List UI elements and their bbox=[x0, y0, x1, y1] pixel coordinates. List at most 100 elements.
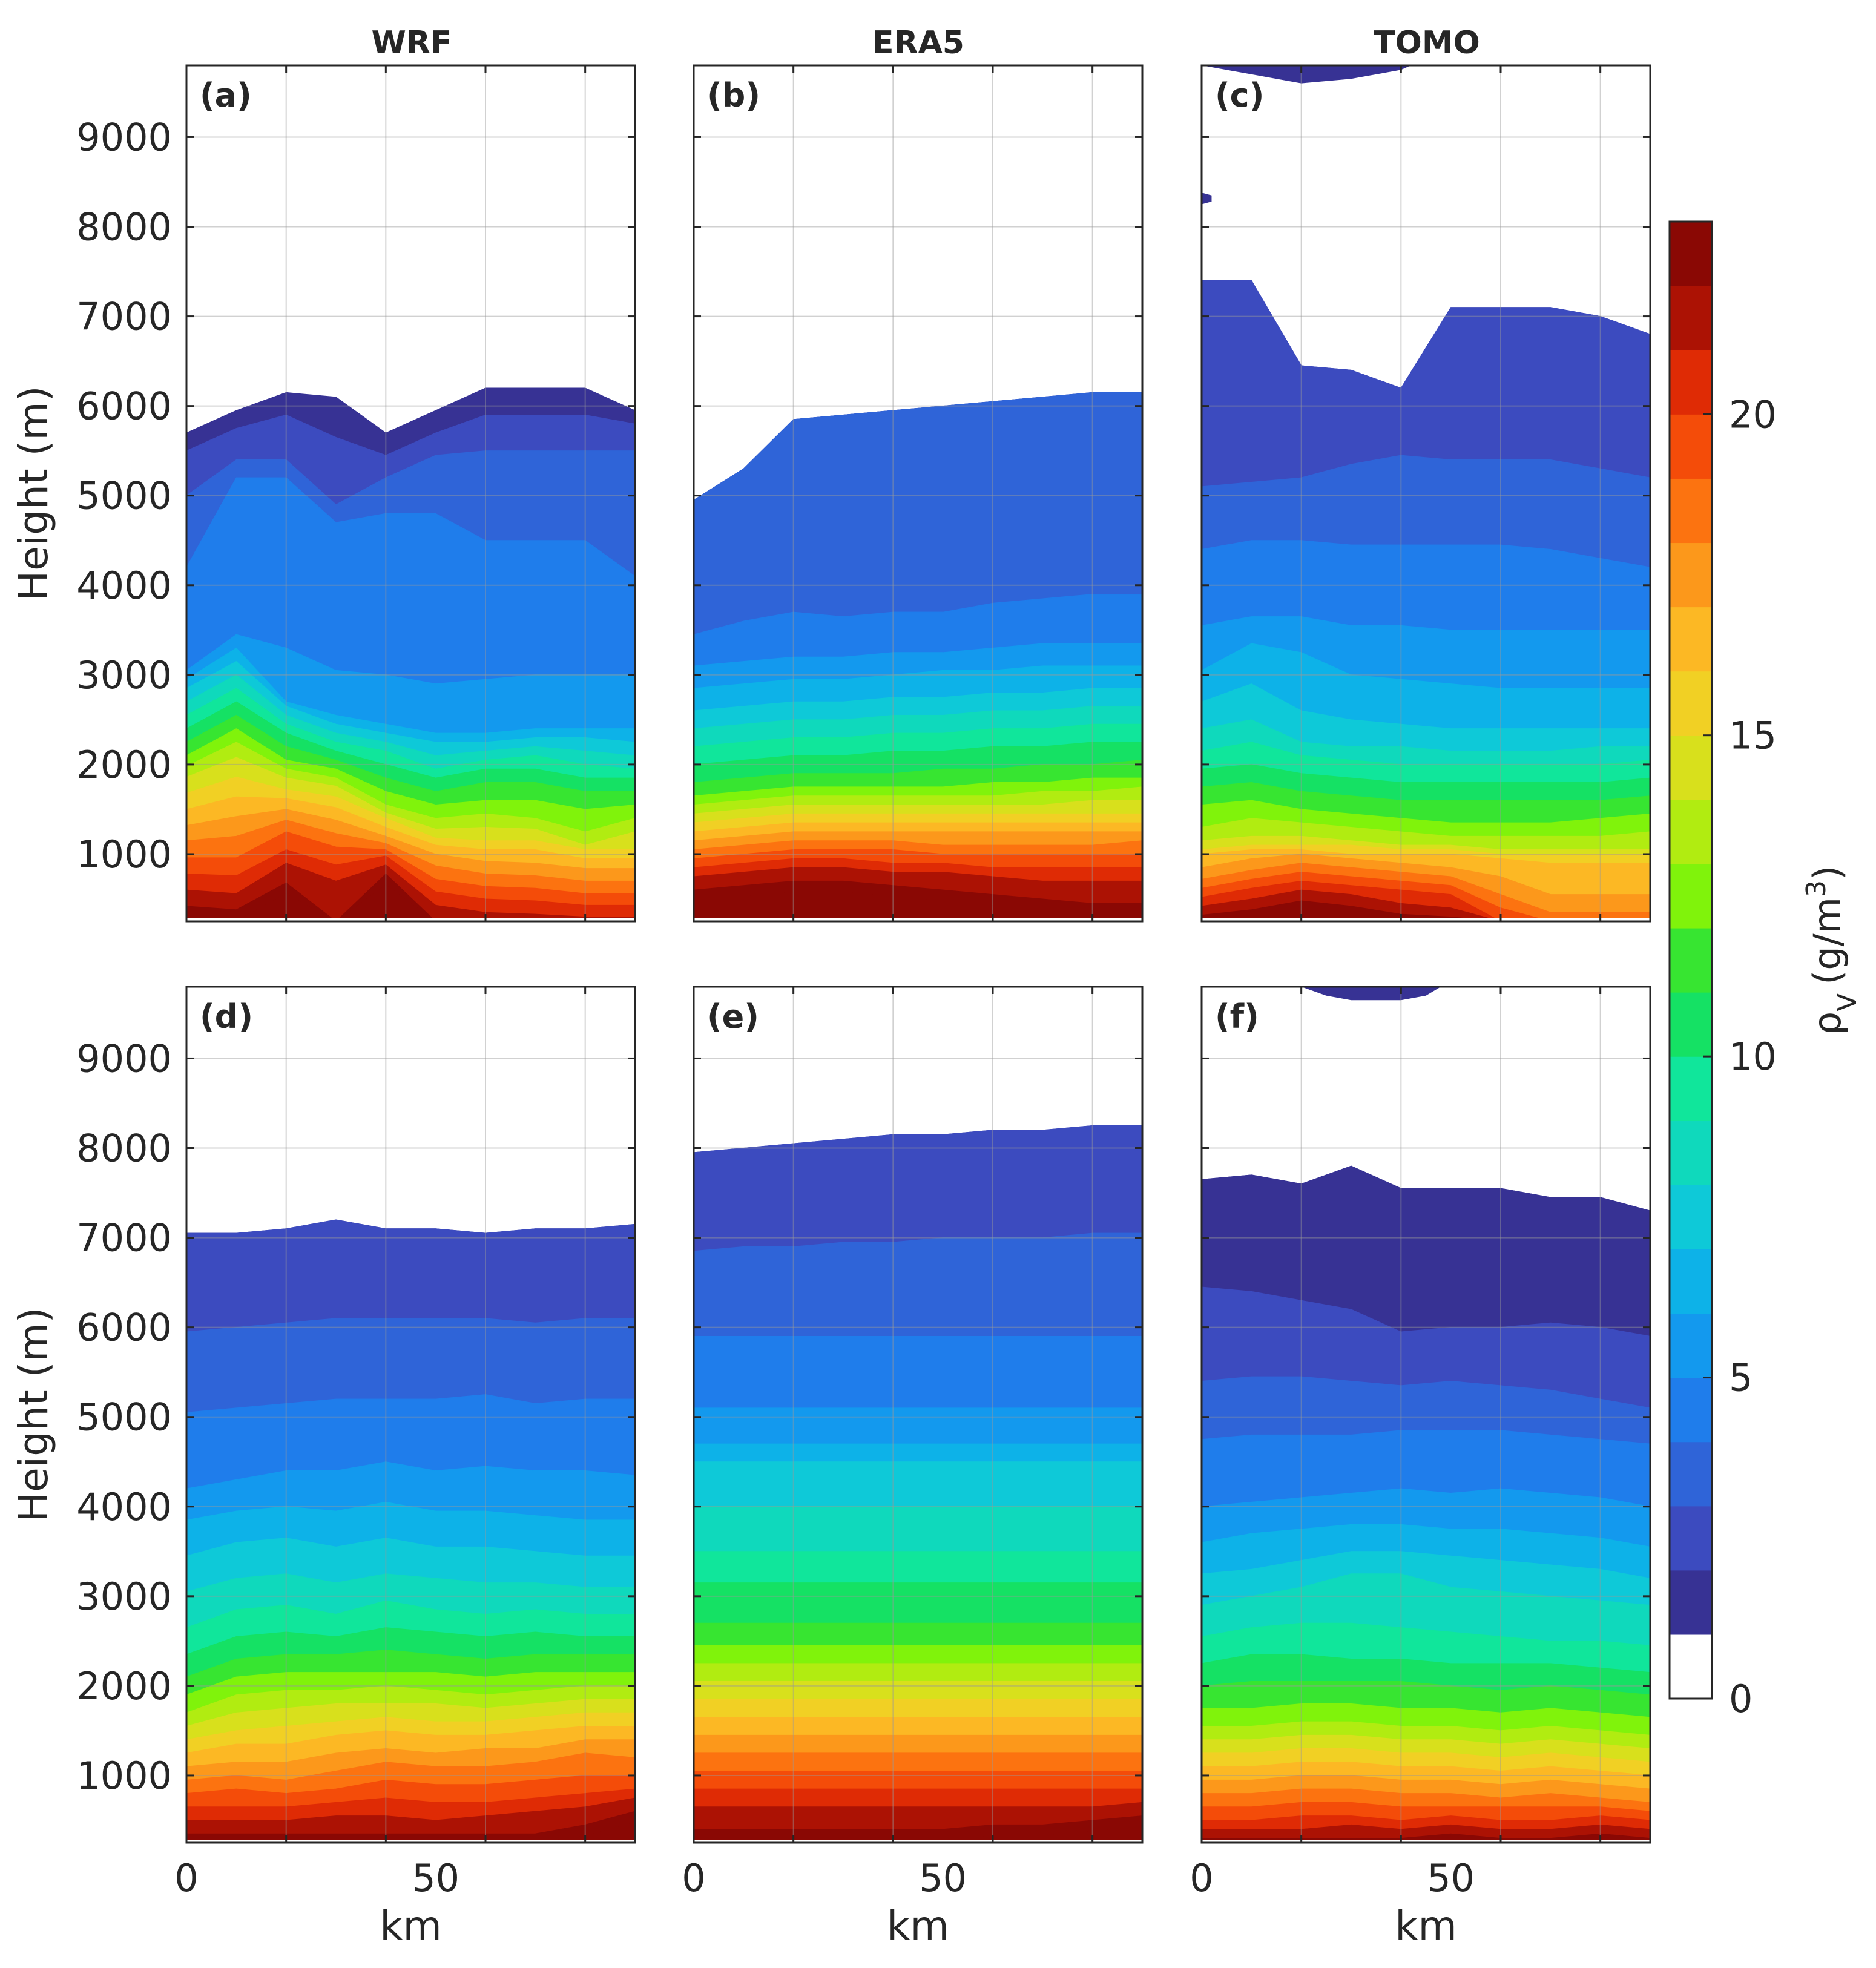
surface-strip bbox=[694, 1840, 1142, 1843]
surface-strip bbox=[186, 1840, 635, 1843]
colorbar-label-symbol: ρ bbox=[1805, 1012, 1849, 1035]
colorbar-tick-label: 15 bbox=[1729, 714, 1777, 758]
colorbar-band bbox=[1670, 735, 1712, 800]
panel-label: (c) bbox=[1215, 76, 1264, 114]
colorbar-band bbox=[1670, 350, 1712, 415]
colorbar-label-superscript: 3 bbox=[1801, 880, 1832, 897]
colorbar-tick-label: 5 bbox=[1729, 1356, 1753, 1400]
colorbar-band bbox=[1670, 222, 1712, 286]
contour-blob-0 bbox=[1202, 65, 1411, 84]
contour-fills bbox=[186, 987, 635, 1843]
x-tick-label: 50 bbox=[919, 1856, 967, 1900]
axes-box bbox=[693, 986, 1144, 1844]
y-tick-label: 7000 bbox=[76, 295, 172, 339]
axes-box bbox=[1200, 64, 1651, 923]
y-tick-label: 2000 bbox=[76, 1664, 172, 1708]
y-tick-label: 9000 bbox=[76, 1036, 172, 1081]
colorbar-band bbox=[1670, 1570, 1712, 1635]
panel-label: (a) bbox=[200, 76, 252, 114]
axes-box bbox=[185, 64, 636, 923]
surface-strip bbox=[1202, 918, 1650, 921]
y-tick-label: 8000 bbox=[76, 1127, 172, 1171]
colorbar-label-close: ) bbox=[1805, 866, 1849, 880]
grid bbox=[186, 987, 635, 1843]
y-tick-label: 4000 bbox=[76, 564, 172, 608]
contour-band-21 bbox=[186, 1797, 635, 1843]
colorbar-band bbox=[1670, 414, 1712, 479]
colorbar-band bbox=[1670, 927, 1712, 993]
colorbar-band bbox=[1670, 478, 1712, 544]
contour-band-surface bbox=[694, 1826, 1142, 1843]
y-tick-label: 6000 bbox=[76, 384, 172, 429]
colorbar-band bbox=[1670, 1634, 1712, 1699]
colorbar-band bbox=[1670, 1506, 1712, 1571]
axes-box bbox=[693, 64, 1144, 923]
x-tick-label: 0 bbox=[174, 1856, 198, 1900]
colorbar-band bbox=[1670, 1377, 1712, 1443]
colorbar-band bbox=[1670, 992, 1712, 1057]
y-axis-label: Height (m) bbox=[10, 1308, 57, 1522]
colorbar: 0 5 10 15 20 bbox=[1668, 220, 1777, 1721]
contour-fills bbox=[1202, 65, 1650, 921]
colorbar-label: ρV (g/m3) bbox=[1801, 866, 1863, 1036]
y-tick-label: 5000 bbox=[76, 474, 172, 518]
panel-a: (a) 1000 2000 3000 4000 5000 6000 7000 8000 9000 H… bbox=[10, 64, 636, 923]
contour-band-surface bbox=[694, 892, 1142, 921]
y-tick-label: 7000 bbox=[76, 1216, 172, 1260]
contour-fills bbox=[186, 65, 635, 921]
contour-fills bbox=[694, 987, 1142, 1843]
y-tick-label: 1000 bbox=[76, 1754, 172, 1798]
contour-band-surface bbox=[186, 884, 635, 921]
y-tick-label: 3000 bbox=[76, 1575, 172, 1619]
grid bbox=[693, 987, 1142, 1843]
column-title-era5: ERA5 bbox=[872, 25, 964, 61]
x-axis-label: km bbox=[380, 1903, 442, 1949]
panel-b: (b) bbox=[693, 64, 1144, 923]
grid bbox=[186, 65, 635, 921]
colorbar-band bbox=[1670, 671, 1712, 736]
panel-label: (b) bbox=[707, 76, 760, 114]
panel-c: (c) bbox=[1200, 64, 1651, 923]
x-tick-label: 0 bbox=[682, 1856, 705, 1900]
colorbar-band bbox=[1670, 799, 1712, 864]
y-tick-label: 3000 bbox=[76, 653, 172, 697]
column-titles: WRF ERA5 TOMO bbox=[372, 25, 1480, 61]
panel-label: (d) bbox=[200, 998, 253, 1036]
axes-box bbox=[1200, 986, 1651, 1844]
surface-strip bbox=[186, 918, 635, 921]
colorbar-band bbox=[1670, 1249, 1712, 1314]
colorbar-tick-label: 0 bbox=[1729, 1677, 1753, 1721]
colorbar-band bbox=[1670, 1056, 1712, 1121]
colorbar-label-units: (g/m bbox=[1805, 897, 1849, 985]
column-title-tomo: TOMO bbox=[1374, 25, 1480, 61]
colorbar-band bbox=[1670, 542, 1712, 608]
x-tick-label: 50 bbox=[1427, 1856, 1475, 1900]
colorbar-band bbox=[1670, 1441, 1712, 1507]
colorbar-band bbox=[1670, 1121, 1712, 1185]
surface-strip bbox=[694, 918, 1142, 921]
y-tick-label: 9000 bbox=[76, 115, 172, 159]
colorbar-label-subscript: V bbox=[1832, 993, 1863, 1012]
panel-label: (e) bbox=[707, 998, 759, 1036]
y-tick-label: 2000 bbox=[76, 743, 172, 787]
colorbar-band bbox=[1670, 607, 1712, 672]
colorbar-band bbox=[1670, 1313, 1712, 1378]
x-axis-label: km bbox=[1395, 1903, 1457, 1949]
contour-blob-1 bbox=[1202, 193, 1212, 205]
contour-fills bbox=[1202, 987, 1650, 1843]
panel-label: (f) bbox=[1215, 998, 1259, 1036]
axes-box bbox=[185, 986, 636, 1844]
contour-fills bbox=[694, 65, 1142, 921]
colorbar-band bbox=[1670, 286, 1712, 350]
contour-blob-0 bbox=[1301, 987, 1441, 1001]
y-tick-label: 1000 bbox=[76, 832, 172, 877]
panels: (a)100020003000400050006000700080009000H… bbox=[10, 64, 1651, 1949]
column-title-wrf: WRF bbox=[372, 25, 452, 61]
colorbar-band bbox=[1670, 863, 1712, 929]
y-tick-label: 8000 bbox=[76, 205, 172, 249]
contour-band-22 bbox=[186, 1811, 635, 1843]
x-tick-label: 50 bbox=[412, 1856, 459, 1900]
colorbar-tick-label: 10 bbox=[1729, 1035, 1777, 1079]
